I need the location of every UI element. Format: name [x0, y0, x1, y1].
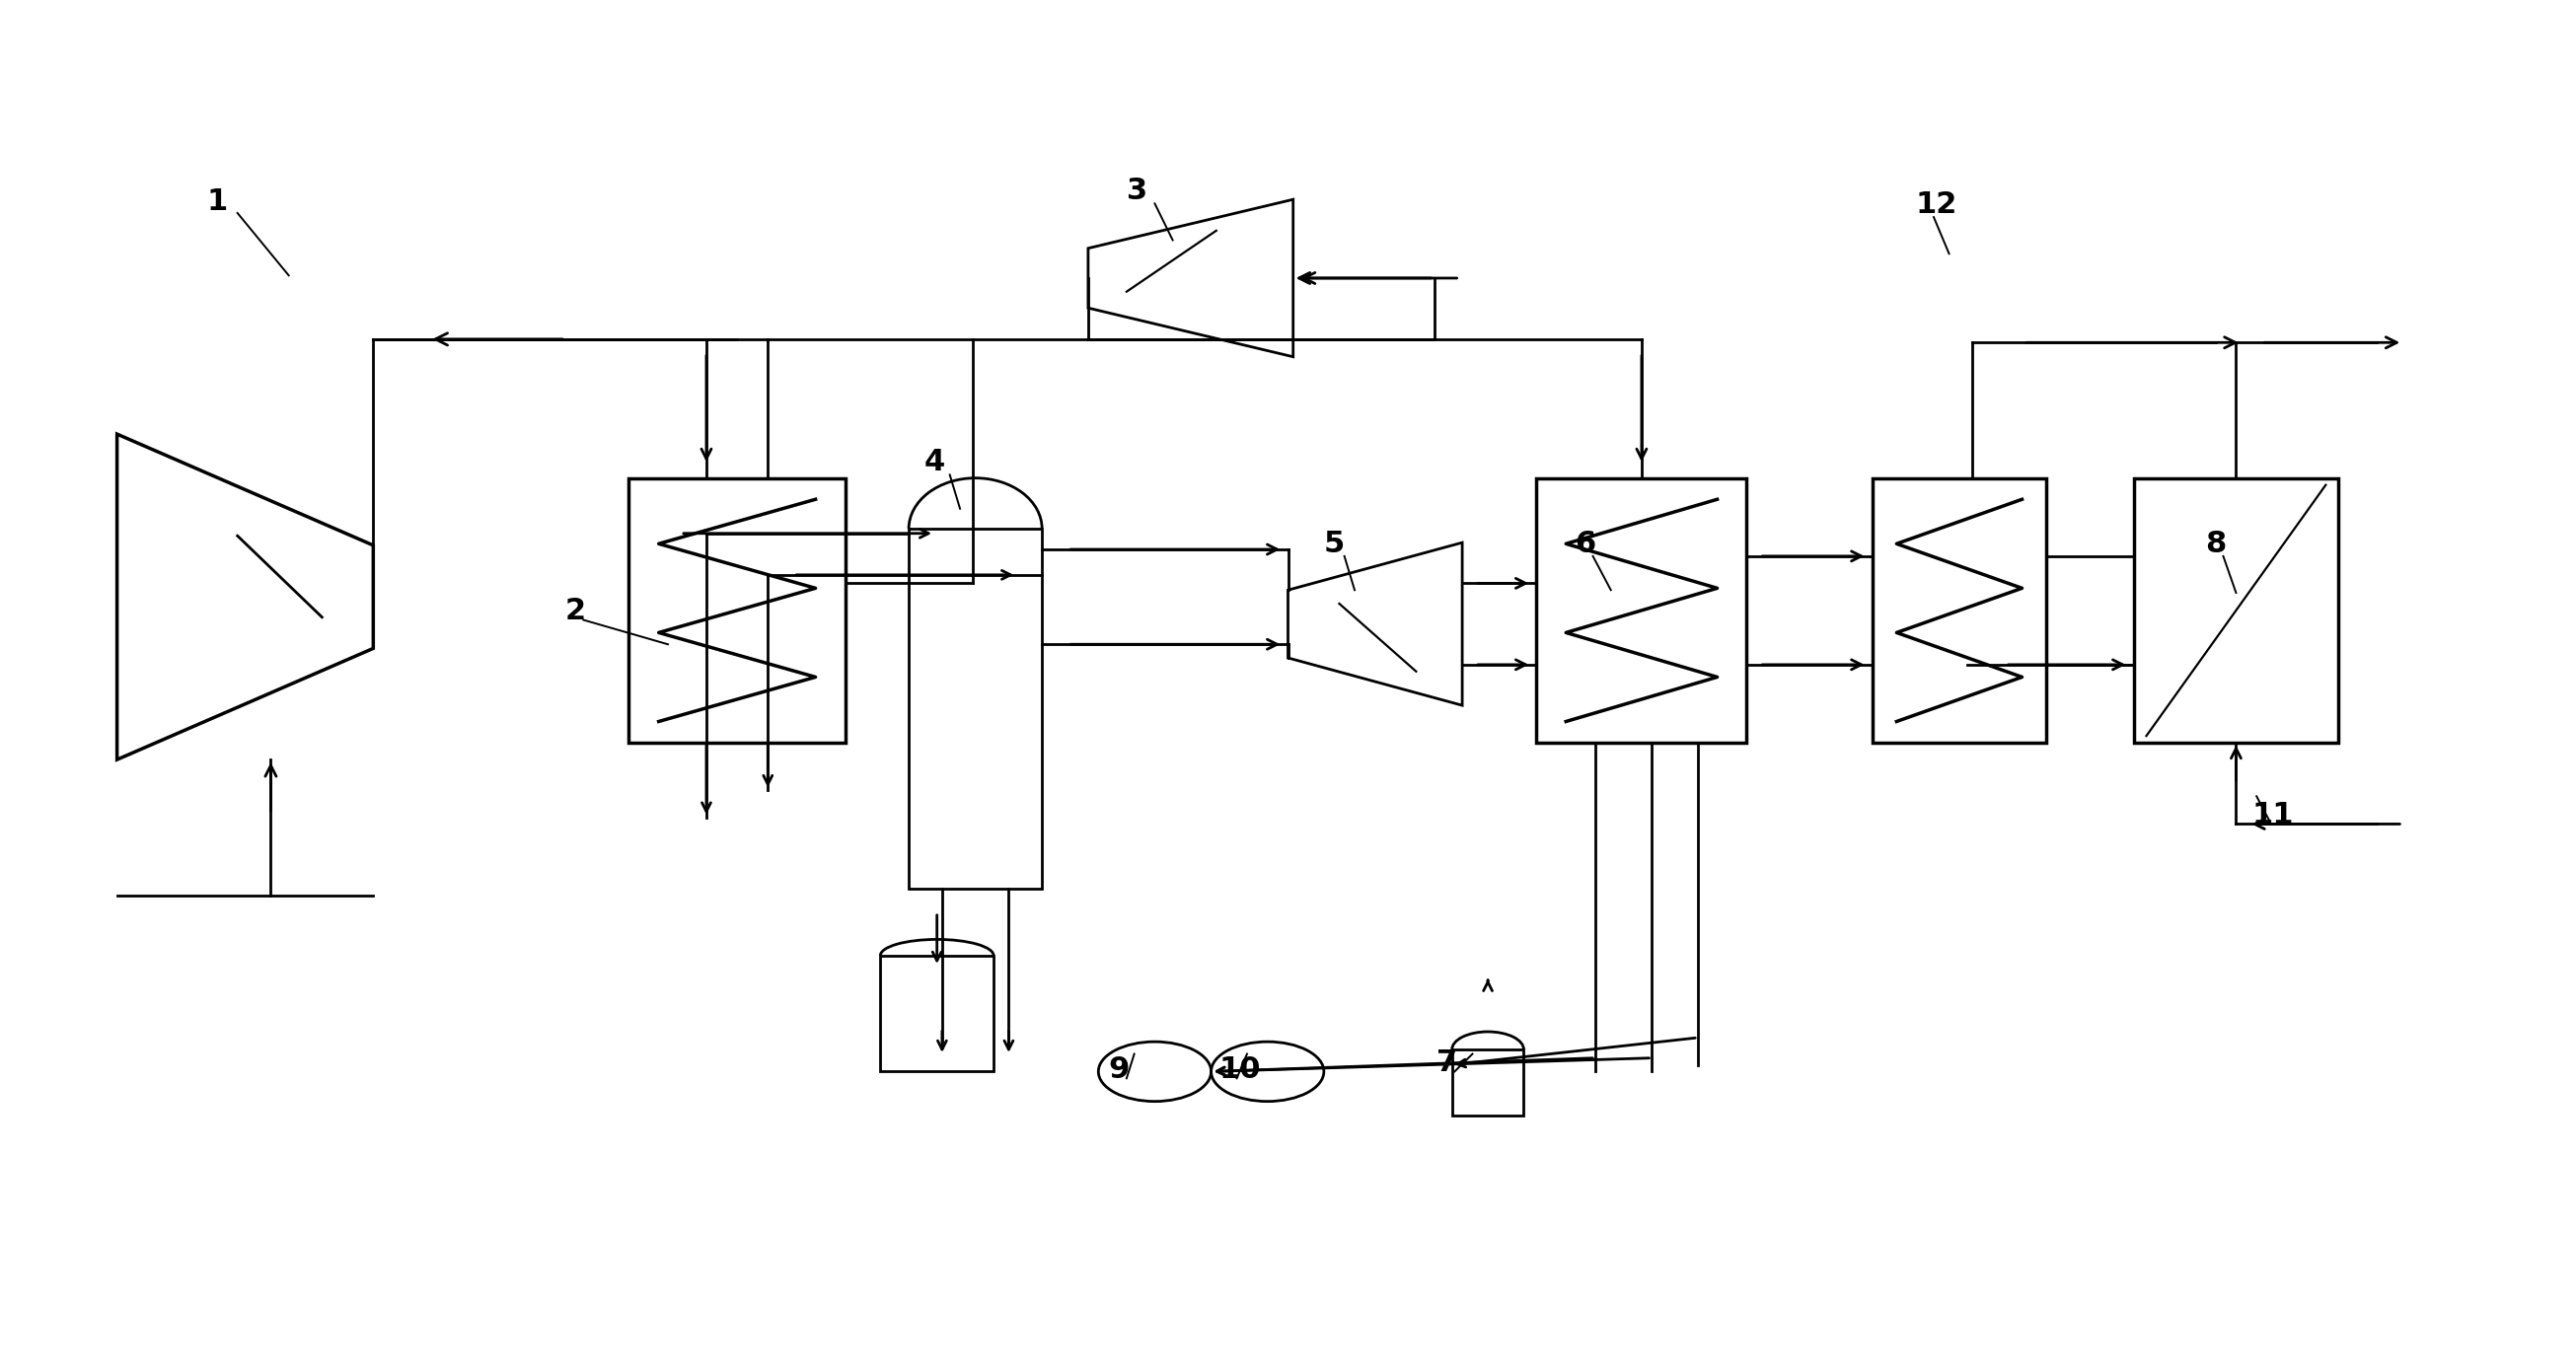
Bar — [629, 478, 845, 743]
Text: 6: 6 — [1574, 529, 1597, 558]
Text: 11: 11 — [2251, 800, 2293, 829]
Bar — [1873, 478, 2045, 743]
Text: 10: 10 — [1218, 1056, 1260, 1084]
Bar — [1453, 1049, 1525, 1115]
Text: 5: 5 — [1324, 529, 1345, 558]
Bar — [2133, 478, 2339, 743]
Text: 2: 2 — [567, 597, 587, 626]
Bar — [881, 956, 994, 1071]
Text: 7: 7 — [1437, 1049, 1458, 1077]
Bar — [909, 529, 1043, 889]
Text: 4: 4 — [925, 448, 945, 477]
Text: 3: 3 — [1126, 177, 1146, 205]
Text: 12: 12 — [1917, 190, 1958, 219]
Text: 8: 8 — [2205, 529, 2226, 558]
Text: 1: 1 — [206, 188, 227, 216]
Text: 9: 9 — [1108, 1056, 1131, 1084]
Bar — [1535, 478, 1747, 743]
